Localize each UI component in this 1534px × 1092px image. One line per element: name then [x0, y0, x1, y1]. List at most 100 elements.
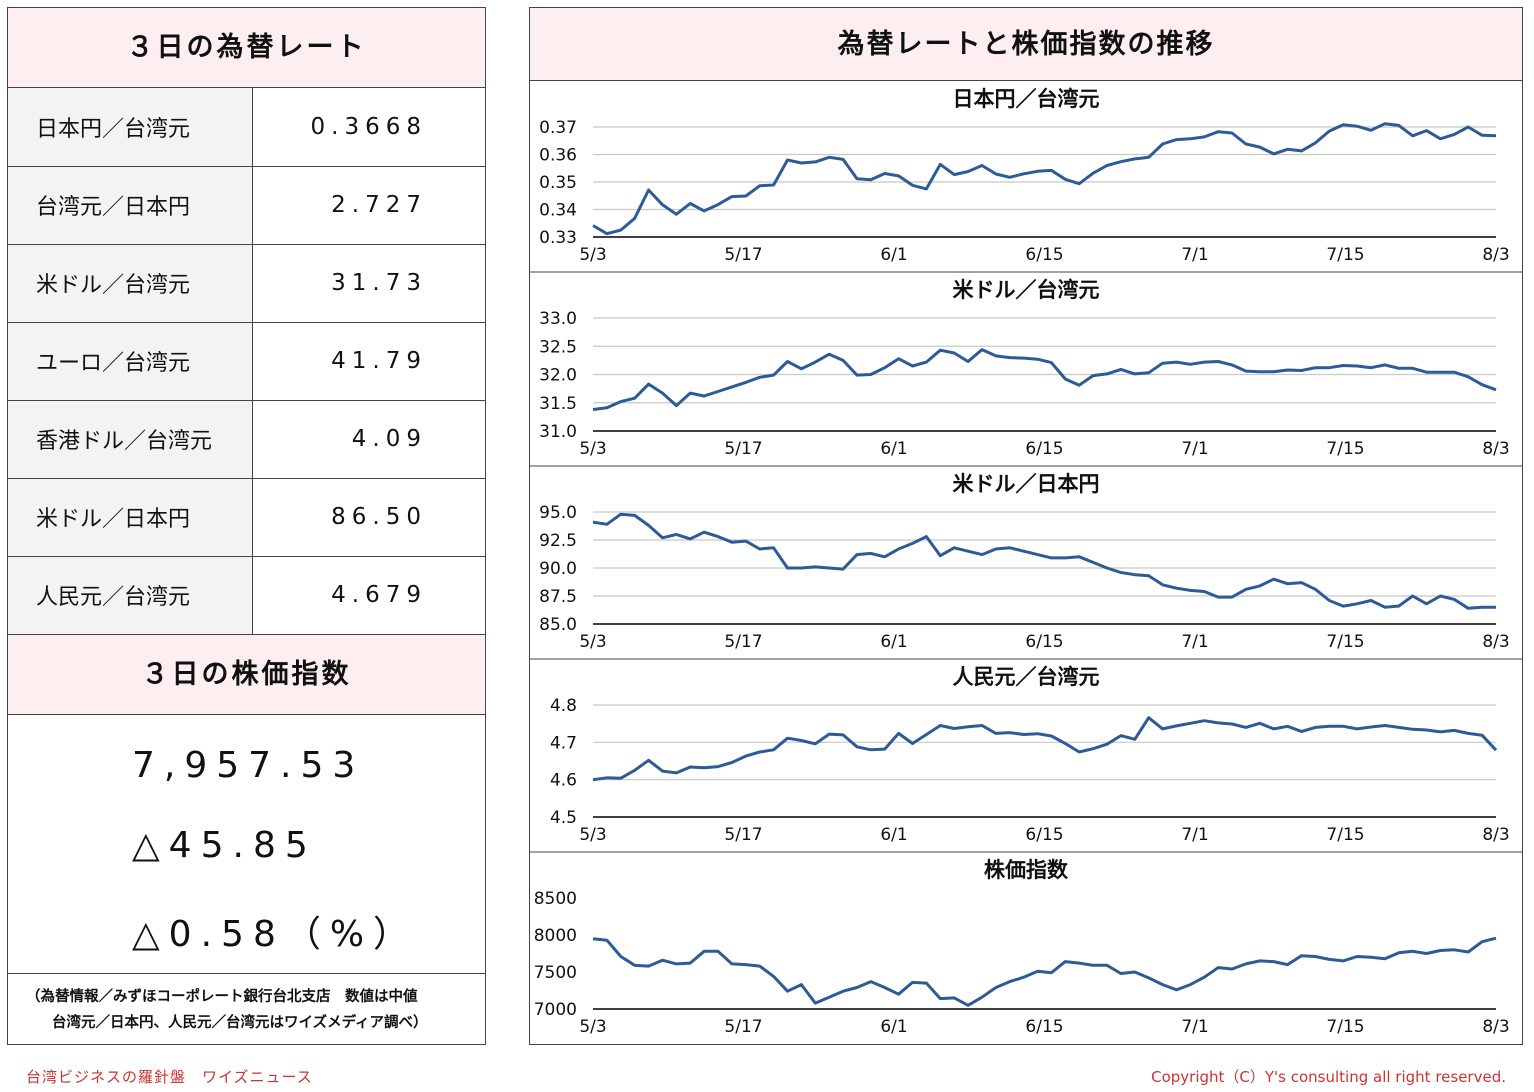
chart-title: 米ドル／日本円 [953, 472, 1100, 496]
y-tick-label: 0.33 [539, 228, 577, 248]
rates-title: ３日の為替レート [8, 8, 485, 88]
rate-value: 41.79 [252, 322, 485, 401]
y-tick-label: 32.0 [539, 366, 577, 386]
y-tick-label: 7000 [534, 1000, 577, 1020]
source-note-line1: （為替情報／みずほコーポレート銀行台北支店 数値は中値 [26, 988, 418, 1005]
y-tick-label: 90.0 [539, 559, 577, 579]
x-tick-label: 7/1 [1181, 245, 1208, 265]
x-tick-label: 5/17 [724, 1017, 762, 1037]
y-tick-label: 33.0 [539, 309, 577, 329]
x-tick-label: 6/1 [880, 1017, 907, 1037]
y-tick-label: 4.6 [550, 771, 577, 791]
x-tick-label: 8/3 [1482, 245, 1509, 265]
rate-label: 米ドル／日本円 [8, 478, 253, 557]
x-tick-label: 6/15 [1025, 825, 1063, 845]
y-tick-label: 0.34 [539, 201, 577, 221]
rate-value: 2.727 [252, 166, 485, 245]
rate-label: 人民元／台湾元 [8, 556, 253, 635]
x-tick-label: 6/15 [1025, 632, 1063, 652]
x-tick-label: 7/15 [1326, 1017, 1364, 1037]
x-tick-label: 6/1 [880, 825, 907, 845]
x-tick-label: 5/17 [724, 632, 762, 652]
x-tick-label: 5/3 [579, 632, 606, 652]
series-line [592, 512, 1496, 610]
rate-value: 4.09 [252, 400, 485, 479]
charts-panel: 為替レートと株価指数の推移 日本円／台湾元 0.33 0.34 0.35 0.36 0.3… [529, 7, 1523, 1045]
x-tick-label: 7/15 [1326, 825, 1364, 845]
rate-value: 4.679 [252, 556, 485, 635]
x-tick-label: 6/1 [880, 439, 907, 459]
rate-label: ユーロ／台湾元 [8, 322, 253, 401]
x-tick-label: 5/17 [724, 825, 762, 845]
x-tick-label: 8/3 [1482, 825, 1509, 845]
y-tick-label: 4.7 [550, 733, 577, 753]
x-tick-label: 7/15 [1326, 632, 1364, 652]
x-tick-label: 5/3 [579, 825, 606, 845]
x-tick-label: 7/1 [1181, 632, 1208, 652]
y-tick-label: 92.5 [539, 531, 577, 551]
rate-value: 0.3668 [252, 88, 485, 167]
x-tick-label: 7/15 [1326, 245, 1364, 265]
y-tick-label: 87.5 [539, 587, 577, 607]
rates-table: 日本円／台湾元 0.3668 台湾元／日本円 2.727 米ドル／台湾元 31.73 ユーロ… [8, 88, 485, 635]
y-tick-label: 31.5 [539, 394, 577, 414]
x-tick-label: 7/1 [1181, 439, 1208, 459]
chart-title: 人民元／台湾元 [953, 665, 1100, 689]
x-tick-label: 6/1 [880, 245, 907, 265]
y-tick-label: 7500 [534, 963, 577, 983]
chart-title: 日本円／台湾元 [953, 87, 1100, 111]
rate-row: 香港ドル／台湾元 4.09 [8, 400, 485, 479]
footer-brand: 台湾ビジネスの羅針盤 ワイズニュース [26, 1068, 313, 1086]
x-tick-label: 7/1 [1181, 1017, 1208, 1037]
y-tick-label: 95.0 [539, 503, 577, 523]
rate-label: 日本円／台湾元 [8, 88, 253, 167]
charts-panel-title: 為替レートと株価指数の推移 [530, 8, 1522, 81]
x-tick-label: 8/3 [1482, 632, 1509, 652]
footer-copyright: Copyright（C）Y's consulting all right res… [1151, 1068, 1506, 1086]
x-tick-label: 7/1 [1181, 825, 1208, 845]
charts-area: 日本円／台湾元 0.33 0.34 0.35 0.36 0.37 5/3 5/17 6/1 6/1… [530, 87, 1522, 1037]
x-tick-label: 8/3 [1482, 1017, 1509, 1037]
rate-label: 香港ドル／台湾元 [8, 400, 253, 479]
rate-label: 米ドル／台湾元 [8, 244, 253, 323]
source-note: （為替情報／みずほコーポレート銀行台北支店 数値は中値 台湾元／日本円、人民元／… [8, 974, 485, 1036]
stock-index-value: 7,957.53 [132, 744, 365, 786]
x-tick-label: 6/15 [1025, 245, 1063, 265]
y-tick-label: 8000 [534, 926, 577, 946]
left-panel: ３日の為替レート 日本円／台湾元 0.3668 台湾元／日本円 2.727 米ドル／台湾… [7, 7, 486, 1045]
x-tick-label: 5/3 [579, 245, 606, 265]
x-tick-label: 7/15 [1326, 439, 1364, 459]
rate-row: 日本円／台湾元 0.3668 [8, 88, 485, 167]
y-tick-label: 0.37 [539, 118, 577, 138]
y-tick-label: 32.5 [539, 337, 577, 357]
x-tick-label: 6/1 [880, 632, 907, 652]
series-line [592, 348, 1497, 411]
rate-label: 台湾元／日本円 [8, 166, 253, 245]
y-tick-label: 0.36 [539, 146, 577, 166]
y-tick-label: 0.35 [539, 173, 577, 193]
rate-value: 31.73 [252, 244, 485, 323]
x-tick-label: 8/3 [1482, 439, 1509, 459]
stock-box: 7,957.53 △45.85 △0.58（%） [8, 715, 485, 974]
x-tick-label: 5/17 [724, 245, 762, 265]
x-tick-label: 6/15 [1025, 1017, 1063, 1037]
stock-change-percent: △0.58（%） [132, 913, 419, 955]
y-tick-label: 31.0 [539, 422, 577, 442]
y-tick-label: 4.5 [550, 808, 577, 828]
chart-title: 米ドル／台湾元 [953, 278, 1100, 302]
rate-row: 人民元／台湾元 4.679 [8, 556, 485, 635]
rate-value: 86.50 [252, 478, 485, 557]
y-tick-label: 85.0 [539, 615, 577, 635]
x-tick-label: 5/17 [724, 439, 762, 459]
y-tick-label: 8500 [534, 889, 577, 909]
stock-title: ３日の株価指数 [8, 634, 485, 715]
x-tick-label: 5/3 [579, 1017, 606, 1037]
rate-row: 米ドル／台湾元 31.73 [8, 244, 485, 323]
stock-change: △45.85 [132, 824, 317, 866]
rate-row: ユーロ／台湾元 41.79 [8, 322, 485, 401]
series-line [592, 122, 1497, 236]
series-line [592, 716, 1498, 782]
series-line [592, 936, 1497, 1007]
rate-row: 台湾元／日本円 2.727 [8, 166, 485, 245]
rate-row: 米ドル／日本円 86.50 [8, 478, 485, 557]
